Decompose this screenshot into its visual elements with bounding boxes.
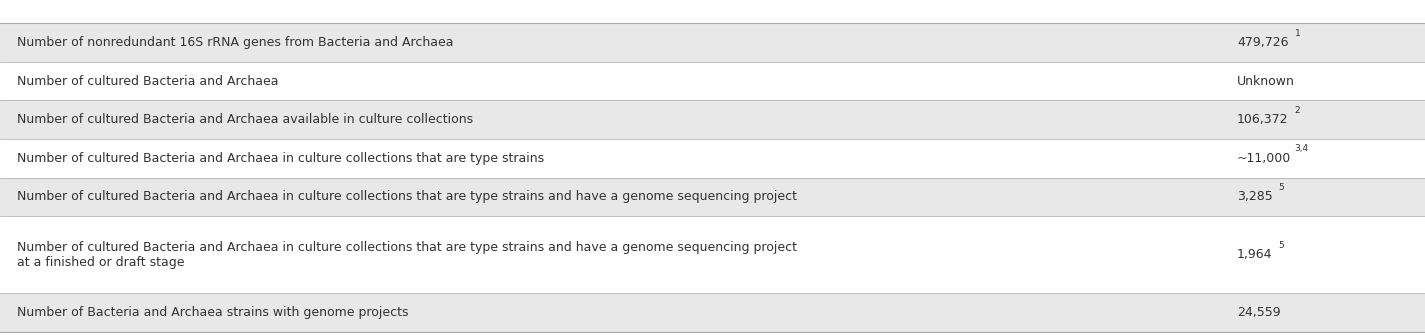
Text: 3,285: 3,285	[1237, 190, 1273, 203]
Text: 106,372: 106,372	[1237, 113, 1288, 126]
Bar	[0, 100, 1425, 139]
Text: Number of cultured Bacteria and Archaea available in culture collections: Number of cultured Bacteria and Archaea …	[17, 113, 473, 126]
Text: Number of cultured Bacteria and Archaea in culture collections that are type str: Number of cultured Bacteria and Archaea …	[17, 190, 797, 203]
Text: ~11,000: ~11,000	[1237, 152, 1291, 165]
Bar	[0, 178, 1425, 216]
Text: 1,964: 1,964	[1237, 248, 1273, 261]
Text: Number of cultured Bacteria and Archaea in culture collections that are type str: Number of cultured Bacteria and Archaea …	[17, 152, 544, 165]
Text: Number of cultured Bacteria and Archaea: Number of cultured Bacteria and Archaea	[17, 75, 279, 88]
Bar	[0, 139, 1425, 178]
Text: 3,4: 3,4	[1295, 144, 1310, 153]
Text: 479,726: 479,726	[1237, 36, 1288, 49]
Text: 5: 5	[1278, 241, 1284, 250]
Bar	[0, 293, 1425, 332]
Text: Number of cultured Bacteria and Archaea in culture collections that are type str: Number of cultured Bacteria and Archaea …	[17, 241, 797, 269]
Text: 24,559: 24,559	[1237, 306, 1281, 319]
Bar	[0, 216, 1425, 293]
Text: 5: 5	[1278, 183, 1284, 192]
Bar	[0, 23, 1425, 62]
Text: 2: 2	[1295, 106, 1301, 115]
Text: Number of nonredundant 16S rRNA genes from Bacteria and Archaea: Number of nonredundant 16S rRNA genes fr…	[17, 36, 453, 49]
Text: Unknown: Unknown	[1237, 75, 1295, 88]
Bar	[0, 62, 1425, 100]
Text: Number of Bacteria and Archaea strains with genome projects: Number of Bacteria and Archaea strains w…	[17, 306, 409, 319]
Text: 1: 1	[1295, 29, 1301, 38]
